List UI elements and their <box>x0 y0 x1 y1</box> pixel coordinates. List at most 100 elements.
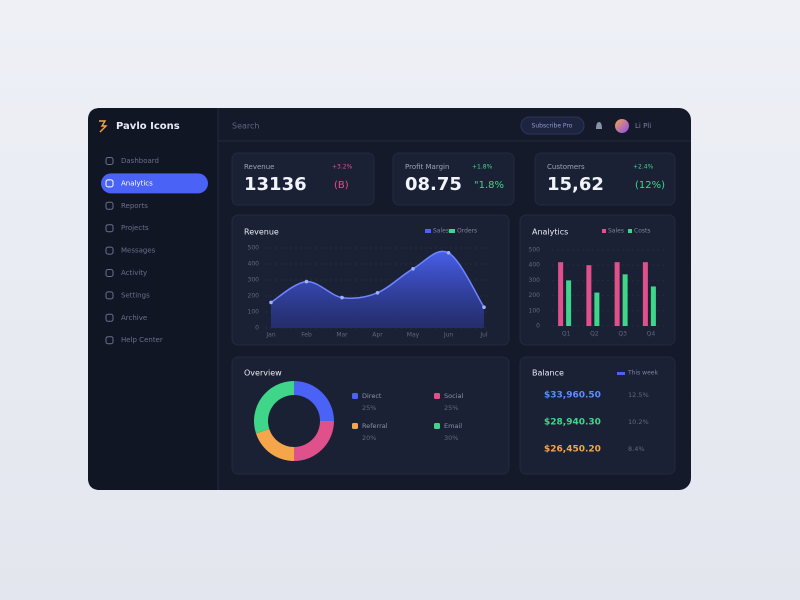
nav-icon <box>105 291 114 300</box>
legend-swatch <box>602 229 606 233</box>
stat-value: 15,62 <box>547 174 604 195</box>
legend-swatch <box>352 393 358 399</box>
y-tick-label: 200 <box>248 293 260 300</box>
y-tick-label: 500 <box>248 245 260 252</box>
y-tick-label: 300 <box>248 277 260 284</box>
y-tick-label: 100 <box>248 309 260 316</box>
stat-badge: "1.8% <box>474 180 504 191</box>
point <box>411 267 415 271</box>
bar <box>558 262 564 326</box>
avatar[interactable] <box>615 119 629 133</box>
legend-label: Sales <box>608 228 624 235</box>
chart-title: Overview <box>244 369 282 378</box>
legend-swatch <box>617 372 625 375</box>
nav-icon <box>105 224 114 233</box>
bar <box>614 262 620 326</box>
point <box>375 291 380 295</box>
panel <box>534 152 676 206</box>
stat-delta: +3.2% <box>332 164 353 171</box>
x-tick-label: Jul <box>479 332 488 339</box>
legend-swatch <box>434 393 440 399</box>
point <box>269 300 273 305</box>
bar <box>650 286 656 326</box>
legend-value: 30% <box>444 434 458 442</box>
search[interactable]: Search <box>232 122 259 131</box>
point <box>340 295 344 300</box>
amount: $28,940.30 <box>544 418 601 428</box>
x-tick-label: Q3 <box>618 331 627 338</box>
nav-item[interactable]: Projects <box>121 224 149 232</box>
nav-item[interactable]: Help Center <box>121 336 163 344</box>
legend-label: Sales <box>433 228 449 235</box>
nav-item[interactable]: Activity <box>121 269 147 277</box>
legend-label: Direct <box>362 392 382 400</box>
stat-label: Customers <box>547 163 585 171</box>
donut-segment <box>294 421 334 461</box>
legend-value: 20% <box>362 434 376 442</box>
nav-item[interactable]: Dashboard <box>121 157 159 165</box>
chart-title: Revenue <box>244 228 279 237</box>
legend-value: 25% <box>362 404 376 412</box>
nav-item[interactable]: Analytics <box>121 179 153 187</box>
y-tick-label: 400 <box>529 262 541 269</box>
stat-value: 08.75 <box>405 174 462 195</box>
legend-label: This week <box>627 370 658 377</box>
user-name: Li Pli <box>635 122 651 130</box>
legend-swatch <box>434 423 440 429</box>
logo <box>99 120 108 133</box>
nav-item[interactable]: Archive <box>121 314 147 322</box>
nav-active[interactable] <box>101 173 208 194</box>
legend-label: Costs <box>634 228 650 235</box>
x-tick-label: Q1 <box>562 331 571 338</box>
x-tick-label: May <box>407 332 420 339</box>
nav-item[interactable]: Reports <box>121 202 148 210</box>
stat-delta: +2.4% <box>633 164 654 171</box>
amount: $33,960.50 <box>544 391 601 401</box>
panel <box>231 152 375 206</box>
button[interactable] <box>520 116 585 135</box>
nav-icon <box>105 269 114 277</box>
y-tick-label: 400 <box>248 261 260 268</box>
brand: Pavlo Icons <box>116 121 180 132</box>
x-tick-label: Q4 <box>647 331 656 338</box>
nav-icon <box>105 179 114 188</box>
legend-swatch <box>628 229 632 233</box>
legend-swatch <box>425 229 431 233</box>
bar <box>594 292 600 326</box>
chart-title: Analytics <box>532 228 568 237</box>
stat-label: Profit Margin <box>405 163 449 171</box>
x-tick-label: Mar <box>336 332 348 339</box>
bell-icon[interactable] <box>596 122 602 129</box>
nav-item[interactable]: Settings <box>121 291 150 299</box>
legend-label: Social <box>444 392 463 400</box>
x-tick-label: Jan <box>265 332 275 339</box>
donut-segment <box>294 381 334 421</box>
stat-label: Revenue <box>244 163 275 171</box>
nav-icon <box>105 246 114 255</box>
legend-swatch <box>449 229 455 233</box>
y-tick-label: 500 <box>529 247 541 254</box>
y-tick-label: 0 <box>255 325 259 332</box>
legend-swatch <box>352 423 358 429</box>
nav-icon <box>105 201 114 210</box>
legend-label: Orders <box>457 228 477 235</box>
legend-label: Referral <box>362 422 388 430</box>
nav-item[interactable]: Messages <box>121 247 156 255</box>
donut-segment <box>255 429 294 461</box>
legend-label: Email <box>444 422 462 430</box>
change: 10.2% <box>628 418 649 426</box>
button-label[interactable]: Subscribe Pro <box>532 123 573 130</box>
stat-badge: (12%) <box>635 180 665 191</box>
area <box>271 251 484 328</box>
bar <box>642 262 648 326</box>
panel <box>519 356 676 475</box>
list-title: Balance <box>532 369 564 378</box>
x-tick-label: Feb <box>301 332 312 339</box>
point <box>304 279 309 284</box>
amount: $26,450.20 <box>544 445 601 455</box>
x-tick-label: Q2 <box>590 331 599 338</box>
point <box>446 251 451 255</box>
y-tick-label: 100 <box>529 307 541 314</box>
nav-icon <box>105 157 114 165</box>
